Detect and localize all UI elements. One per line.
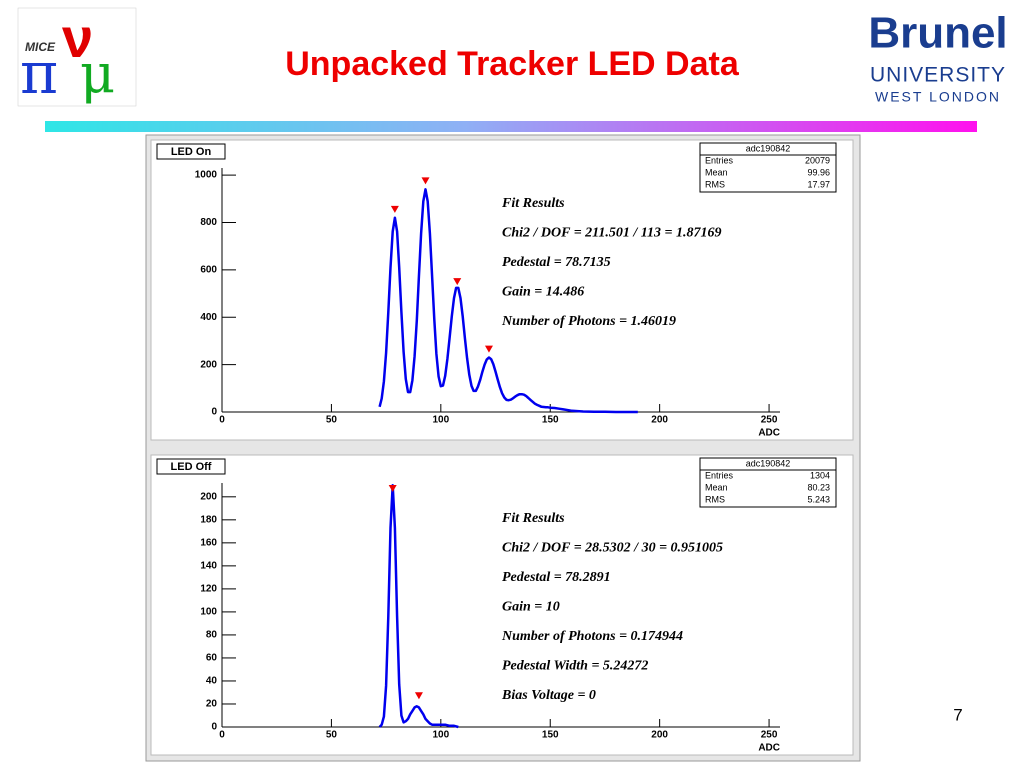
- stats-value: 17.97: [807, 179, 830, 189]
- peak-marker: [421, 177, 430, 185]
- x-tick-label: 50: [326, 730, 338, 741]
- brunel-logo: Brunel UNIVERSITY WEST LONDON: [868, 9, 1007, 105]
- peak-marker: [388, 485, 397, 493]
- fit-annotation: Number of Photons = 0.174944: [501, 629, 683, 644]
- stats-title: adc190842: [746, 143, 791, 153]
- stats-value: 99.96: [807, 167, 830, 177]
- fit-annotation: Chi2 / DOF = 211.501 / 113 = 1.87169: [502, 226, 722, 241]
- y-tick-label: 180: [200, 514, 217, 525]
- logo-glyph: μ: [80, 42, 115, 105]
- y-tick-label: 0: [211, 407, 217, 418]
- fit-annotation: Bias Voltage = 0: [501, 688, 596, 703]
- logo-text: Brunel: [868, 9, 1007, 58]
- x-axis-label: ADC: [758, 743, 780, 754]
- fit-annotation: Fit Results: [501, 196, 565, 211]
- data-line: [378, 188, 638, 414]
- peak-marker: [453, 278, 462, 286]
- peak-marker: [390, 205, 399, 213]
- chart-title: LED On: [171, 146, 212, 158]
- stats-label: Entries: [705, 470, 734, 480]
- y-tick-label: 140: [200, 561, 217, 572]
- stats-value: 5.243: [807, 494, 830, 504]
- stats-box: [699, 142, 837, 193]
- stats-label: RMS: [705, 494, 725, 504]
- stats-label: Entries: [705, 155, 734, 165]
- y-tick-label: 200: [200, 359, 217, 370]
- x-tick-label: 250: [761, 730, 778, 741]
- mice-logo: MICE π ν μ: [17, 6, 137, 107]
- stats-label: RMS: [705, 179, 725, 189]
- page-number: 7: [953, 705, 962, 724]
- y-tick-label: 100: [200, 607, 217, 618]
- stats-value: 20079: [805, 155, 830, 165]
- fit-annotation: Pedestal = 78.2891: [502, 570, 611, 585]
- y-tick-label: 0: [211, 722, 217, 733]
- stats-label: Mean: [705, 167, 728, 177]
- y-tick-label: 80: [206, 630, 218, 641]
- x-tick-label: 0: [219, 415, 225, 426]
- stats-box: [699, 457, 837, 508]
- fit-annotation: Gain = 10: [502, 600, 560, 615]
- stats-title: adc190842: [746, 458, 791, 468]
- y-tick-label: 200: [200, 491, 217, 502]
- chart-title: LED Off: [171, 461, 212, 473]
- logo-frame: [17, 7, 137, 107]
- fit-annotation: Fit Results: [501, 511, 565, 526]
- logo-text: UNIVERSITY: [870, 64, 1006, 87]
- y-tick-label: 40: [206, 676, 218, 687]
- stats-label: Mean: [705, 482, 728, 492]
- x-axis-label: ADC: [758, 428, 780, 439]
- stats-value: 80.23: [807, 482, 830, 492]
- title-box: [156, 458, 226, 475]
- x-tick-label: 150: [542, 415, 559, 426]
- x-tick-label: 50: [326, 415, 338, 426]
- y-tick-label: 800: [200, 217, 217, 228]
- y-tick-label: 600: [200, 265, 217, 276]
- peak-marker: [484, 345, 493, 353]
- stats-value: 1304: [810, 470, 830, 480]
- x-tick-label: 100: [432, 415, 449, 426]
- x-tick-label: 200: [651, 415, 668, 426]
- logo-text: MICE: [25, 40, 56, 54]
- divider-bar: [45, 121, 977, 132]
- fit-annotation: Number of Photons = 1.46019: [501, 314, 676, 329]
- logo-glyph: ν: [62, 6, 93, 69]
- x-tick-label: 250: [761, 415, 778, 426]
- fit-annotation: Gain = 14.486: [502, 285, 584, 300]
- peak-marker: [414, 692, 423, 700]
- fit-annotation: Pedestal Width = 5.24272: [502, 659, 648, 674]
- y-tick-label: 60: [206, 653, 218, 664]
- y-tick-label: 120: [200, 584, 217, 595]
- data-line: [378, 484, 459, 729]
- slide-title: Unpacked Tracker LED Data: [285, 45, 740, 83]
- title-box: [156, 143, 226, 160]
- logo-text: WEST LONDON: [875, 89, 1001, 105]
- fit-annotation: Pedestal = 78.7135: [502, 255, 611, 270]
- y-tick-label: 160: [200, 537, 217, 548]
- x-tick-label: 200: [651, 730, 668, 741]
- y-tick-label: 1000: [195, 170, 218, 181]
- x-tick-label: 150: [542, 730, 559, 741]
- fit-annotation: Chi2 / DOF = 28.5302 / 30 = 0.951005: [502, 541, 723, 556]
- logo-glyph: π: [20, 39, 58, 107]
- x-tick-label: 100: [432, 730, 449, 741]
- y-tick-label: 20: [206, 699, 218, 710]
- x-tick-label: 0: [219, 730, 225, 741]
- y-tick-label: 400: [200, 312, 217, 323]
